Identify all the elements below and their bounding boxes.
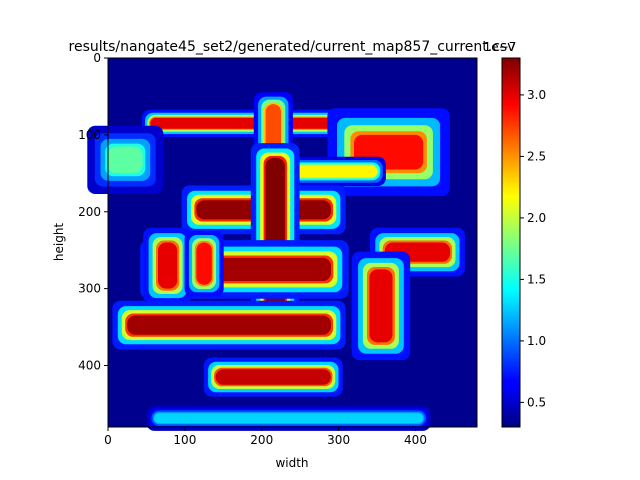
colorbar-tick-label: 0.5 [527,395,546,409]
y-axis: 0 100 200 300 400 [78,51,108,373]
heatmap-band-14-level-5 [215,369,331,385]
heatmap-band-5 [275,156,386,186]
y-tick-label: 0 [93,51,101,65]
colorbar-tick-label: 2.0 [527,211,546,225]
y-axis-label: height [52,223,66,262]
colorbar-tick-label: 1.5 [527,272,546,286]
heatmap-features [87,92,465,431]
y-tick-label: 300 [78,282,101,296]
heatmap-band-12-level-5 [127,315,331,335]
heatmap-band-9 [143,227,192,304]
y-tick-label: 200 [78,205,101,219]
x-tick-label: 100 [173,433,196,447]
colorbar-ticks: 0.5 1.0 1.5 2.0 2.5 3.0 [520,88,546,409]
colorbar: 0.5 1.0 1.5 2.0 2.5 3.0 1e−7 [484,40,546,428]
heatmap-band-15-level-5 [154,413,424,424]
heatmap-plot-area [87,57,478,431]
chart-title: results/nangate45_set2/generated/current… [69,39,516,55]
x-tick-label: 200 [250,433,273,447]
heatmap-band-13-level-5 [369,269,393,343]
heatmap-band-4 [87,125,164,194]
colorbar-gradient [502,58,520,427]
x-tick-label: 400 [404,433,427,447]
heatmap-band-10-level-5 [196,242,212,285]
plot-frame [107,57,478,428]
heatmap-band-10 [184,230,224,297]
heatmap-band-9-level-5 [158,242,178,289]
heatmap-band-12 [112,300,346,350]
colorbar-tick-label: 1.0 [527,334,546,348]
heatmap-band-5-level-5 [284,165,378,178]
colorbar-tick-label: 3.0 [527,88,546,102]
x-tick-label: 300 [327,433,350,447]
heatmap-band-15 [146,405,431,431]
colorbar-frame [501,57,521,428]
y-tick-label: 100 [78,128,101,142]
heatmap-band-4-level-5 [108,146,143,174]
x-axis: 0 100 200 300 400 [104,427,427,447]
colorbar-tick-label: 2.5 [527,149,546,163]
heatmap-band-14 [203,357,343,397]
y-tick-label: 400 [78,359,101,373]
x-axis-label: width [275,456,308,470]
colorbar-offset-text: 1e−7 [484,40,517,54]
x-tick-label: 0 [104,433,112,447]
heatmap-band-13 [351,251,411,361]
heatmap-band-3-level-5 [265,104,281,155]
